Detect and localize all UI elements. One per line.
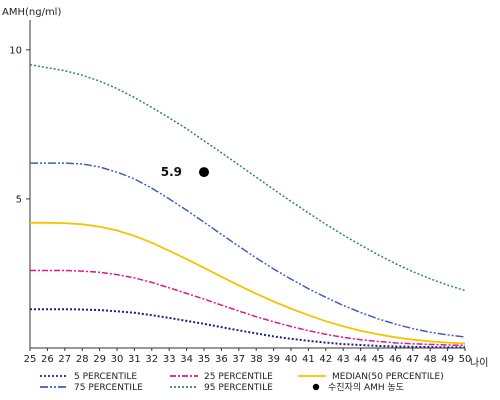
x-tick-label: 41 [302,354,315,365]
legend-label: 95 PERCENTILE [204,383,273,393]
legend: 5 PERCENTILE 25 PERCENTILE MEDIAN(50 PERCE… [40,372,444,393]
legend-label: 수진자의 AMH 농도 [328,382,404,393]
axes: 5 10 25 26 27 28 29 30 31 32 33 34 35 36 37 38 39 40 41 42 4… [9,20,471,365]
x-tick-label: 37 [232,354,245,365]
x-tick-label: 46 [389,354,402,365]
series-line-95-percentile [29,63,466,292]
x-tick-label: 42 [319,354,332,365]
legend-label: 5 PERCENTILE [74,372,137,382]
legend-label: 25 PERCENTILE [204,372,273,382]
x-tick-label: 28 [76,354,89,365]
x-tick-label: 39 [267,354,280,365]
x-tick-label: 31 [128,354,141,365]
x-tick-label: 26 [41,354,54,365]
x-tick-label: 50 [459,354,472,365]
x-tick-label: 34 [180,354,193,365]
legend-marker-patient [312,383,320,391]
series-layer [29,63,466,349]
series-line-75-percentile [30,162,466,338]
x-tick-label: 27 [58,354,71,365]
x-tick-label: 45 [372,354,385,365]
x-tick-label: 30 [111,354,124,365]
y-tick-label: 10 [9,45,22,56]
series-line-25-percentile [30,269,466,347]
x-axis-title: 나이 [470,357,488,369]
patient-amh-point [199,167,209,178]
x-tick-label: 36 [215,354,228,365]
series-line-5-percentile [30,308,465,349]
x-tick-label: 35 [198,354,211,365]
x-tick-label: 25 [24,354,37,365]
x-tick-label: 38 [250,354,263,365]
legend-label: 75 PERCENTILE [74,383,143,393]
x-tick-label: 32 [145,354,158,365]
series-line-median-50-percentile [30,221,466,345]
x-tick-label: 29 [93,354,106,365]
x-tick-label: 48 [424,354,437,365]
x-tick-label: 49 [441,354,454,365]
x-tick-label: 43 [337,354,350,365]
y-tick-label: 5 [16,194,22,205]
x-tick-label: 40 [285,354,298,365]
y-axis-title: AMH(ng/ml) [2,7,61,18]
x-tick-label: 44 [354,354,367,365]
annotation-layer: 5.9 [161,165,209,179]
x-tick-label: 47 [406,354,419,365]
legend-label: MEDIAN(50 PERCENTILE) [332,372,444,382]
patient-amh-value-label: 5.9 [161,165,182,179]
x-tick-label: 33 [163,354,176,365]
